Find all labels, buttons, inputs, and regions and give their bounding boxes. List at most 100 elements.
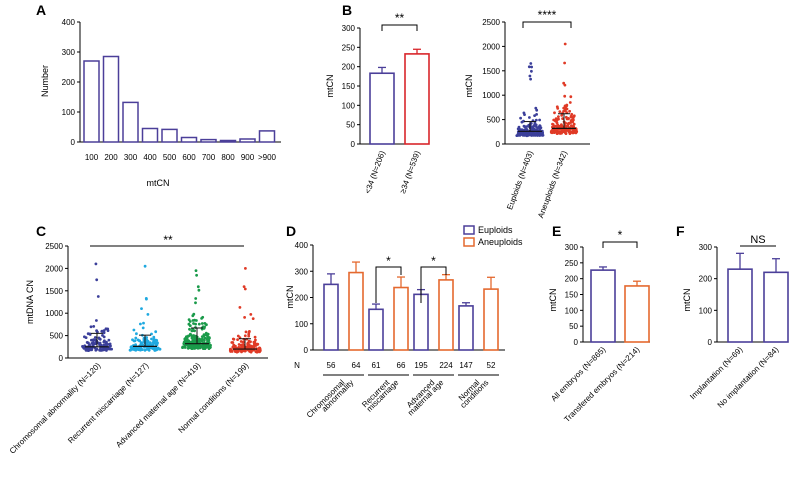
panel-f-y-tick-label: 200 xyxy=(699,275,713,284)
panel-f-y-tick-label: 0 xyxy=(708,338,713,347)
panel-d-significance-label: * xyxy=(431,254,436,268)
panel-c-point xyxy=(96,295,100,298)
panel-c-point xyxy=(243,287,247,291)
panel-c-y-tick-label: 1000 xyxy=(45,309,63,318)
panel-e-y-tick-label: 300 xyxy=(565,243,579,252)
panel-b2-point xyxy=(522,111,526,115)
panel-c-point xyxy=(230,341,234,344)
panel-c-point xyxy=(145,348,149,351)
panel-c-x-tick-label: Advanced maternal age (N=419) xyxy=(114,361,203,450)
panel-d-n-label: 56 xyxy=(327,361,336,370)
panel-c-point xyxy=(187,318,191,321)
panel-a-bar xyxy=(161,128,178,143)
panel-b2-point xyxy=(519,116,522,120)
panel-b2-point xyxy=(570,124,573,127)
panel-b2-point xyxy=(564,115,568,119)
panel-b2-point xyxy=(518,127,521,131)
panel-a-x-tick-label: >900 xyxy=(258,153,277,162)
panel-c-point xyxy=(98,337,101,341)
panel-c-point xyxy=(241,340,245,344)
panel-d-n-axis-label: N xyxy=(294,361,300,370)
panel-d-n-label: 147 xyxy=(459,361,473,370)
panel-c-point xyxy=(89,325,93,329)
panel-d-n-label: 64 xyxy=(352,361,361,370)
panel-c-point xyxy=(102,347,106,351)
panel-c-point xyxy=(143,264,147,268)
panel-e-y-tick-label: 50 xyxy=(569,322,578,331)
panel-a-bar xyxy=(180,136,198,143)
panel-e-x-tick-label: All embryos (N=865) xyxy=(549,345,607,403)
panel-d-legend-label: Euploids xyxy=(478,225,513,235)
panel-c-point xyxy=(158,347,162,351)
panel-c-point xyxy=(94,348,98,352)
panel-b2-point xyxy=(541,133,545,137)
panel-c-point xyxy=(188,327,191,331)
panel-b-y-tick-label: 0 xyxy=(351,140,356,149)
panel-b2-point xyxy=(561,117,564,120)
panel-d-significance-label: * xyxy=(386,254,391,268)
panel-c-point xyxy=(184,335,188,339)
panel-c-point xyxy=(256,349,259,352)
panel-b2-point xyxy=(526,125,530,128)
panel-c-point xyxy=(252,340,256,344)
panel-c-point xyxy=(140,307,143,310)
panel-b2-point xyxy=(571,118,574,122)
panel-b2-point xyxy=(517,132,521,136)
panel-c-point xyxy=(88,333,92,336)
panel-b-significance-bracket xyxy=(381,24,418,31)
panel-letter-b: B xyxy=(342,2,352,18)
panel-b2-point xyxy=(521,132,524,136)
panel-c-point xyxy=(106,343,110,346)
panel-c-point xyxy=(92,338,95,341)
panel-c-y-tick-label: 2000 xyxy=(45,264,63,273)
panel-c-significance-label: ** xyxy=(163,233,173,247)
panel-c-point xyxy=(202,347,206,350)
panel-c-point xyxy=(81,345,85,349)
panel-c-point xyxy=(236,334,240,338)
panel-b2-point xyxy=(560,114,564,117)
panel-c-point xyxy=(237,343,241,346)
panel-c-point xyxy=(103,339,106,343)
panel-c-point xyxy=(242,285,246,288)
panel-c-point xyxy=(203,322,207,325)
panel-c-point xyxy=(200,317,204,320)
panel-a-bar xyxy=(219,139,237,143)
panel-letter-c: C xyxy=(36,223,46,239)
panel-e-bar xyxy=(590,269,616,343)
panel-b2-y-tick-label: 1500 xyxy=(482,67,500,76)
panel-c-y-tick-label: 0 xyxy=(59,354,64,363)
panel-b2-point xyxy=(570,112,574,116)
panel-a-x-tick-label: 900 xyxy=(241,153,255,162)
panel-b2-point xyxy=(569,95,573,99)
panel-c-point xyxy=(254,338,257,342)
panel-b2-point xyxy=(568,101,572,104)
panel-c-point xyxy=(249,313,253,316)
panel-b2-point xyxy=(565,104,569,108)
panel-c-point xyxy=(142,321,145,325)
panel-c-point xyxy=(193,329,197,333)
panel-d-y-tick-label: 0 xyxy=(304,346,309,355)
panel-c-point xyxy=(229,348,232,352)
panel-c-point xyxy=(237,345,241,349)
panel-e-y-tick-label: 150 xyxy=(565,291,579,300)
panel-c-point xyxy=(244,267,247,270)
panel-b2-point xyxy=(556,107,560,110)
panel-e-significance-label: * xyxy=(618,228,623,242)
panel-c-point xyxy=(244,330,248,334)
panel-b-y-tick-label: 50 xyxy=(346,121,355,130)
panel-b2-point xyxy=(528,116,531,119)
panel-c-point xyxy=(98,348,101,352)
panel-b2-point xyxy=(534,133,537,136)
panel-c-point xyxy=(92,325,96,328)
panel-c-point xyxy=(150,337,153,341)
panel-a-y-tick-label: 400 xyxy=(62,18,76,27)
panel-a-bar xyxy=(141,127,159,143)
panel-c-point xyxy=(254,343,258,347)
panel-b2-point xyxy=(558,110,562,113)
panel-c-point xyxy=(129,348,132,352)
panel-c-y-tick-label: 1500 xyxy=(45,287,63,296)
panel-d-y-tick-label: 200 xyxy=(295,294,309,303)
panel-c-point xyxy=(191,339,195,343)
panel-b2-point xyxy=(529,77,532,81)
